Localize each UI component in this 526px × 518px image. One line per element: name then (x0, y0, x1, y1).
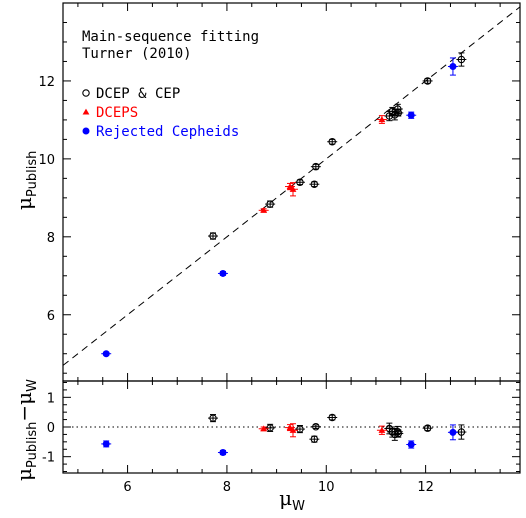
residual-y-tick-label: -1 (42, 451, 55, 466)
data-point (407, 441, 415, 449)
legend-item-rejected-cepheids: Rejected Cepheids (82, 124, 239, 140)
data-point (457, 428, 466, 436)
main-y-label-subscript: Publish (25, 151, 40, 197)
residual-series-dcep-cep (208, 413, 467, 443)
data-point (260, 206, 268, 213)
legend-marker (82, 89, 90, 97)
x-axis-label: μW (279, 486, 305, 514)
residual-x-tick-label: 8 (223, 480, 231, 495)
data-point (449, 428, 457, 436)
data-point (289, 426, 297, 433)
data-point (394, 109, 403, 117)
data-point (296, 425, 304, 433)
legend: DCEP & CEP DCEPS Rejected Cepheids (82, 86, 239, 140)
legend-label: DCEP & CEP (96, 86, 180, 102)
data-point (266, 200, 274, 208)
data-point (289, 185, 297, 192)
main-panel: 6 8 10 12 Main-sequence fitting Turner (201… (12, 2, 521, 382)
data-point (219, 449, 227, 457)
data-point (312, 162, 320, 171)
residual-series-dceps (258, 423, 387, 438)
data-point (328, 413, 336, 422)
main-ticks: 6 8 10 12 (38, 2, 520, 381)
legend-item-dcep-cep: DCEP & CEP (82, 86, 180, 102)
residual-x-tick-label: 6 (123, 480, 131, 495)
main-y-tick-label: 8 (47, 231, 55, 246)
data-point (394, 429, 403, 438)
residual-ticks: 6 8 10 12 -1 0 1 (42, 381, 520, 495)
data-point (102, 440, 110, 448)
main-y-tick-label: 6 (47, 309, 55, 324)
main-series-rejected-cepheids (101, 57, 458, 358)
residual-panel: 6 8 10 12-101 μPublish−μW μW (12, 379, 521, 514)
x-label-symbol: μ (279, 486, 292, 510)
data-point (378, 426, 386, 433)
residual-y-axis-label: μPublish−μW (12, 379, 40, 481)
legend-marker (82, 108, 90, 115)
main-series-dceps (258, 115, 387, 213)
data-point (310, 435, 319, 443)
residual-x-tick-label: 10 (318, 480, 335, 495)
data-point (449, 63, 457, 71)
residual-y-label-subscript: Publish (25, 422, 40, 468)
annotation-reference: Turner (2010) (82, 46, 192, 62)
data-point (423, 77, 432, 85)
data-point (209, 232, 217, 240)
annotation-method: Main-sequence fitting (82, 29, 259, 45)
data-point (378, 116, 386, 123)
data-point (219, 269, 227, 277)
data-point (209, 414, 217, 422)
data-point (286, 424, 294, 431)
main-series-dcep-cep (208, 52, 467, 240)
data-point (457, 55, 466, 64)
residual-data-points (101, 413, 467, 457)
data-point (102, 350, 110, 358)
residual-y-tick-label: 1 (47, 391, 55, 406)
data-point (296, 178, 304, 187)
legend-label: DCEPS (96, 105, 138, 121)
residual-y-label-symbol: μ (12, 468, 36, 481)
data-point (260, 425, 268, 432)
main-y-label-symbol: μ (12, 197, 36, 210)
residual-y-label-subscript-w: W (25, 379, 40, 392)
residual-y-label-minus: −μ (12, 392, 36, 422)
data-point (312, 422, 320, 431)
data-point (286, 183, 294, 190)
data-point (407, 111, 415, 119)
legend-item-dceps: DCEPS (82, 105, 138, 121)
residual-x-tick-label: 12 (417, 480, 434, 495)
data-point (310, 180, 319, 188)
data-point (328, 137, 336, 146)
main-y-tick-label: 10 (38, 153, 55, 168)
main-y-tick-label: 12 (38, 75, 55, 90)
data-point (266, 424, 274, 432)
main-data-points (101, 52, 467, 358)
main-y-axis-label: μPublish (12, 151, 40, 210)
data-point (423, 424, 432, 432)
residual-y-tick-label: 0 (47, 421, 55, 436)
residual-series-rejected-cepheids (101, 424, 458, 457)
legend-label: Rejected Cepheids (96, 124, 239, 140)
x-label-subscript: W (292, 499, 305, 514)
legend-marker (82, 127, 90, 135)
